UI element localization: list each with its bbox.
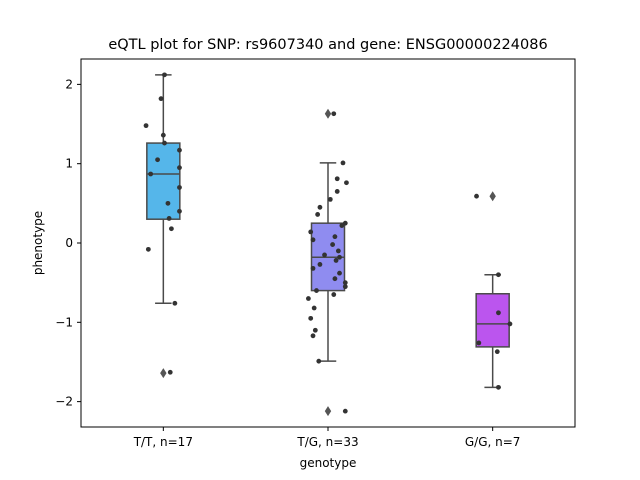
- data-point: [177, 147, 182, 153]
- data-point: [143, 123, 149, 129]
- box-group: [306, 108, 349, 417]
- data-point: [169, 226, 174, 232]
- data-point: [332, 276, 338, 282]
- data-point: [166, 216, 172, 221]
- x-tick-label: G/G, n=7: [465, 435, 521, 449]
- box-group: [143, 72, 182, 379]
- data-point: [310, 237, 316, 243]
- data-point: [308, 229, 314, 235]
- data-point: [160, 132, 166, 138]
- data-point: [306, 296, 311, 301]
- outlier-marker: [324, 108, 332, 119]
- data-point: [314, 288, 319, 293]
- data-point: [322, 252, 327, 258]
- data-point: [335, 248, 341, 254]
- x-tick-label: T/G, n=33: [296, 435, 358, 449]
- data-point: [155, 157, 160, 163]
- data-point: [158, 96, 164, 102]
- data-point: [344, 180, 349, 186]
- data-point: [334, 176, 340, 182]
- box: [475, 293, 510, 348]
- y-tick-label: 2: [65, 77, 73, 91]
- data-point: [162, 140, 167, 146]
- data-point: [177, 165, 182, 171]
- data-point: [476, 340, 482, 346]
- data-point: [317, 204, 323, 210]
- data-point: [310, 265, 316, 271]
- data-point: [496, 310, 501, 316]
- data-point: [330, 242, 336, 247]
- data-point: [331, 111, 337, 117]
- data-point: [148, 171, 154, 177]
- data-point: [337, 254, 342, 260]
- data-point: [167, 369, 173, 375]
- data-point: [494, 349, 500, 355]
- box: [146, 142, 181, 220]
- y-axis-label: phenotype: [31, 211, 45, 275]
- data-point: [342, 220, 348, 226]
- outlier-marker: [489, 191, 496, 202]
- data-point: [496, 384, 501, 390]
- data-point: [310, 333, 316, 339]
- y-axis: −2 −1 0 1 2: [55, 77, 81, 409]
- data-point: [507, 321, 513, 327]
- data-point: [474, 193, 479, 199]
- data-point: [331, 292, 337, 297]
- x-axis: T/T, n=17 T/G, n=33 G/G, n=7: [133, 427, 521, 449]
- y-tick-label: 0: [65, 236, 73, 250]
- data-point: [342, 408, 348, 414]
- data-point: [177, 208, 182, 214]
- x-tick-label: T/T, n=17: [133, 435, 193, 449]
- data-point: [172, 300, 178, 306]
- data-point: [340, 160, 346, 166]
- data-point: [165, 200, 171, 206]
- data-point: [315, 212, 321, 217]
- data-point: [333, 258, 339, 263]
- data-point: [327, 196, 333, 202]
- data-point: [334, 189, 340, 194]
- y-tick-label: −2: [55, 395, 73, 409]
- data-point: [145, 246, 151, 252]
- data-point: [308, 315, 314, 321]
- data-point: [177, 185, 182, 190]
- data-point: [342, 280, 348, 286]
- outlier-marker: [324, 406, 332, 417]
- data-point: [496, 272, 501, 278]
- data-point: [317, 262, 323, 267]
- data-point: [311, 305, 317, 311]
- plot-area: [143, 72, 513, 417]
- y-tick-label: 1: [65, 157, 73, 171]
- x-axis-label: genotype: [300, 456, 357, 470]
- data-point: [312, 327, 318, 333]
- data-point: [337, 270, 342, 276]
- chart-title: eQTL plot for SNP: rs9607340 and gene: E…: [108, 37, 547, 53]
- data-point: [342, 284, 348, 290]
- data-point: [332, 234, 338, 240]
- outlier-marker: [160, 368, 167, 379]
- box-group: [474, 191, 513, 390]
- data-point: [162, 72, 167, 78]
- data-point: [339, 223, 345, 228]
- y-tick-label: −1: [55, 315, 73, 329]
- data-point: [316, 358, 322, 364]
